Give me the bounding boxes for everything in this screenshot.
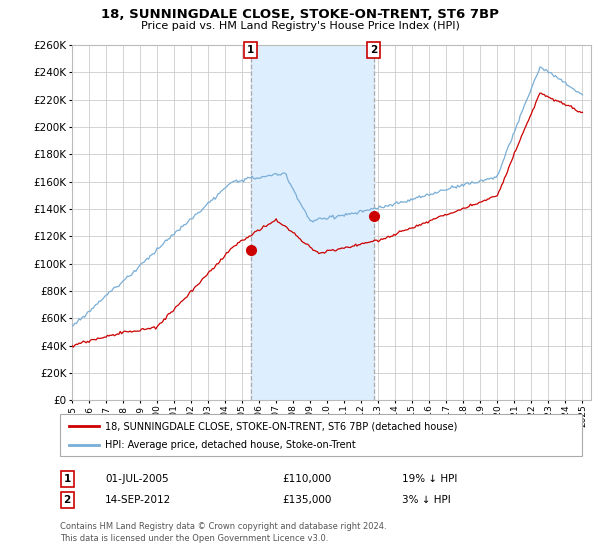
Text: Contains HM Land Registry data © Crown copyright and database right 2024.: Contains HM Land Registry data © Crown c… — [60, 522, 386, 531]
Text: 01-JUL-2005: 01-JUL-2005 — [105, 474, 169, 484]
Text: Price paid vs. HM Land Registry's House Price Index (HPI): Price paid vs. HM Land Registry's House … — [140, 21, 460, 31]
Text: 18, SUNNINGDALE CLOSE, STOKE-ON-TRENT, ST6 7BP: 18, SUNNINGDALE CLOSE, STOKE-ON-TRENT, S… — [101, 8, 499, 21]
Text: 3% ↓ HPI: 3% ↓ HPI — [402, 495, 451, 505]
Text: 19% ↓ HPI: 19% ↓ HPI — [402, 474, 457, 484]
Bar — [251, 45, 374, 400]
Text: 2: 2 — [64, 495, 71, 505]
Text: 14-SEP-2012: 14-SEP-2012 — [105, 495, 171, 505]
Text: 2: 2 — [370, 45, 377, 55]
Text: 1: 1 — [247, 45, 254, 55]
Text: This data is licensed under the Open Government Licence v3.0.: This data is licensed under the Open Gov… — [60, 534, 328, 543]
Text: 18, SUNNINGDALE CLOSE, STOKE-ON-TRENT, ST6 7BP (detached house): 18, SUNNINGDALE CLOSE, STOKE-ON-TRENT, S… — [105, 421, 457, 431]
Text: 1: 1 — [64, 474, 71, 484]
Text: £135,000: £135,000 — [282, 495, 331, 505]
Text: HPI: Average price, detached house, Stoke-on-Trent: HPI: Average price, detached house, Stok… — [105, 440, 356, 450]
Text: £110,000: £110,000 — [282, 474, 331, 484]
